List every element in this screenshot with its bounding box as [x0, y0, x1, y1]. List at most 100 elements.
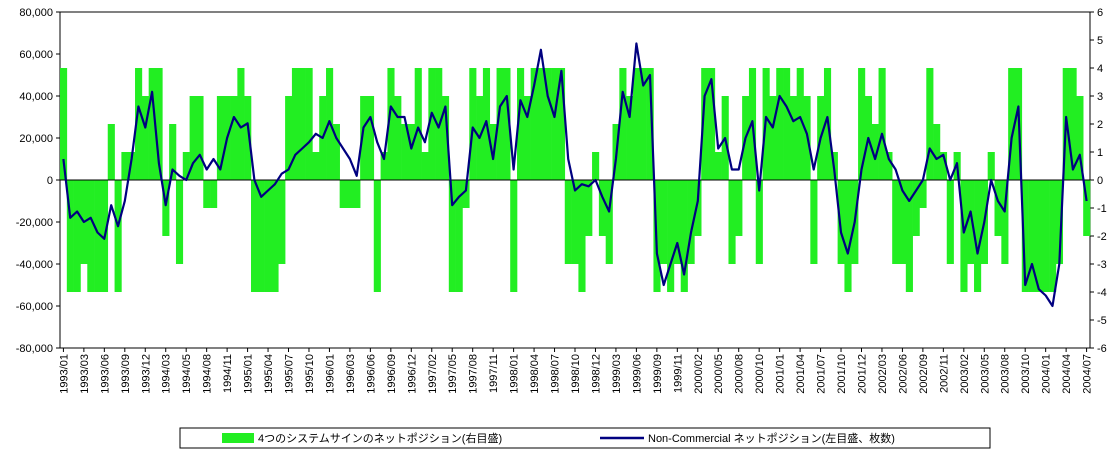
- bar: [619, 68, 627, 180]
- bar: [858, 68, 866, 180]
- x-tick-label: 2003/10: [1020, 354, 1032, 394]
- bar: [87, 180, 95, 292]
- x-tick-label: 1999/11: [672, 354, 684, 393]
- bar: [230, 96, 238, 180]
- bar: [557, 68, 566, 180]
- bar: [148, 68, 156, 180]
- bar: [933, 124, 941, 180]
- bar: [837, 180, 845, 264]
- bar: [339, 180, 347, 208]
- x-tick-label: 1993/03: [79, 354, 91, 394]
- bar: [810, 180, 818, 264]
- bar: [899, 180, 907, 264]
- y2-tick-label: 4: [1097, 63, 1103, 75]
- y2-tick-label: -6: [1097, 343, 1107, 355]
- bar: [1083, 180, 1091, 236]
- bar: [1035, 180, 1043, 292]
- bar: [189, 96, 197, 180]
- bar: [714, 152, 722, 180]
- y-tick-label: -20,000: [16, 217, 53, 229]
- x-tick-label: 2004/04: [1061, 354, 1073, 394]
- bar: [285, 96, 293, 180]
- bar: [107, 124, 115, 180]
- legend-label: 4つのシステムサインのネットポジション(右目盛): [258, 431, 502, 445]
- bar: [551, 68, 559, 180]
- bar: [783, 68, 791, 180]
- bar: [244, 96, 252, 180]
- bar: [360, 96, 368, 180]
- bar: [312, 152, 320, 180]
- bar: [680, 180, 688, 292]
- bar: [639, 68, 647, 180]
- x-tick-label: 1997/11: [488, 354, 500, 393]
- bar: [250, 180, 259, 292]
- bar: [421, 152, 429, 180]
- x-tick-label: 1994/05: [181, 354, 193, 394]
- x-tick-label: 1999/06: [631, 354, 643, 394]
- x-tick-label: 1993/01: [58, 354, 70, 394]
- x-tick-label: 1995/01: [243, 354, 255, 394]
- bar: [114, 180, 122, 292]
- y-tick-label: -40,000: [16, 259, 53, 271]
- x-tick-label: 1998/12: [590, 354, 602, 394]
- x-tick-label: 2000/02: [693, 354, 705, 394]
- bar: [73, 180, 81, 292]
- bar: [878, 68, 886, 180]
- bar: [578, 180, 586, 292]
- bar: [162, 180, 170, 236]
- bar: [987, 152, 995, 180]
- y2-tick-label: 6: [1097, 7, 1103, 19]
- bar: [885, 152, 893, 180]
- y-tick-label: -80,000: [16, 343, 53, 355]
- bar: [428, 68, 436, 180]
- bar: [960, 180, 968, 292]
- bar: [121, 152, 129, 180]
- x-tick-label: 2000/05: [713, 354, 725, 394]
- x-tick-label: 2001/07: [816, 354, 828, 394]
- bar: [455, 180, 463, 292]
- bar: [585, 180, 593, 236]
- bar: [701, 68, 709, 180]
- x-tick-label: 1997/08: [468, 354, 480, 394]
- x-tick-label: 1996/01: [324, 354, 336, 394]
- bar: [660, 180, 668, 264]
- bar: [632, 68, 641, 180]
- bar: [469, 68, 477, 180]
- x-tick-label: 1995/10: [304, 354, 316, 394]
- bar: [892, 180, 900, 264]
- bar: [298, 68, 306, 180]
- bar: [571, 180, 579, 264]
- x-tick-label: 1993/06: [99, 354, 111, 394]
- bar: [646, 68, 654, 180]
- x-tick-label: 1998/07: [550, 354, 562, 394]
- bar: [708, 68, 716, 180]
- bar: [755, 180, 763, 264]
- bar: [366, 96, 375, 180]
- x-tick-label: 2001/12: [856, 354, 868, 394]
- bar: [912, 180, 920, 236]
- bar: [1076, 96, 1084, 180]
- x-tick-label: 2001/04: [795, 354, 807, 394]
- bar: [496, 68, 504, 180]
- y2-tick-label: -4: [1097, 287, 1107, 299]
- bar: [564, 180, 572, 264]
- y2-tick-label: 5: [1097, 35, 1103, 47]
- x-tick-label: 2002/09: [918, 354, 930, 394]
- y2-tick-label: -1: [1097, 203, 1107, 215]
- bar: [517, 68, 525, 180]
- legend-label: Non-Commercial ネットポジション(左目盛、枚数): [648, 431, 895, 445]
- bar: [448, 180, 456, 292]
- bar: [175, 180, 184, 264]
- x-tick-label: 2000/08: [734, 354, 746, 394]
- x-tick-label: 1996/12: [406, 354, 418, 394]
- y2-tick-label: -5: [1097, 315, 1107, 327]
- y2-tick-label: 0: [1097, 175, 1103, 187]
- bar: [346, 180, 354, 208]
- bar: [735, 180, 743, 236]
- bar: [592, 152, 600, 180]
- x-tick-label: 2002/11: [938, 354, 950, 393]
- bar: [216, 96, 225, 180]
- x-tick-label: 1999/09: [652, 354, 664, 394]
- bar: [687, 180, 695, 264]
